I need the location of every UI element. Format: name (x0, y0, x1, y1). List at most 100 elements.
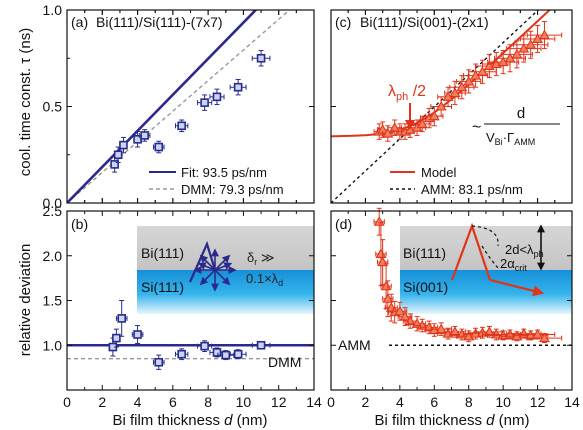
panel-d-data-points (373, 207, 563, 344)
panel-b-y-tick-label: 2.5 (43, 203, 63, 219)
panel-a-label: (a) (71, 14, 88, 30)
panel-d-y-ticks: 0 2 4 6 8 10 12 14 (327, 210, 580, 410)
panel-b-ratio-label: 0.1×λd (246, 271, 283, 288)
panel-d-si-label: Si(001) (403, 279, 448, 295)
panel-d-x-axis-label: Bi film thickness d (nm) (374, 412, 529, 429)
panel-b-x-tick-label: 12 (271, 394, 287, 410)
panel-b: Bi(111) Si(111) δr ≫ 0.1×λd 0 2 4 6 8 10 12 14 1… (17, 203, 322, 429)
panel-b-point-marker (154, 357, 164, 367)
panel-c-point-marker (525, 39, 537, 49)
panel-d-point-marker (435, 323, 447, 334)
panel-c-point-marker (539, 29, 550, 40)
panel-c-point-marker (477, 66, 488, 76)
legend-fit-label: Fit: 93.5 ps/nm (181, 165, 267, 180)
legend-model-label: Model (421, 165, 457, 180)
panel-a-point-marker (233, 82, 243, 92)
panel-a-point-marker (119, 140, 128, 150)
legend-dmm-label: DMM: 79.3 ps/nm (181, 182, 284, 197)
panel-d-point-marker (463, 330, 475, 341)
panel-d-point-marker (539, 332, 550, 343)
panel-c-x-ticks (330, 10, 573, 203)
panel-b-point-marker (177, 349, 186, 359)
panel-a-point-marker (256, 53, 266, 63)
panel-b-x-tick-label: 0 (63, 394, 71, 410)
panel-a-point-marker (140, 131, 149, 140)
panel-b-si-label: Si(111) (141, 279, 184, 295)
panel-b-x-tick-label: 4 (134, 394, 142, 410)
panel-d-point-marker (382, 293, 394, 303)
panel-a-data-points (110, 50, 271, 173)
panel-d-point-marker (449, 326, 461, 336)
panel-a-point-marker (113, 150, 123, 160)
scattered-ray (199, 254, 216, 271)
scattered-ray (197, 262, 216, 271)
panel-a-point-marker (212, 92, 222, 102)
panel-b-point-marker (200, 341, 209, 351)
formula-tilde: ~ (472, 119, 481, 136)
panel-d-x-tick-label: 6 (430, 394, 438, 410)
panel-c: (c) Bi(111)/Si(001)-(2x1) λph /2 ~ d VBi… (330, 9, 573, 204)
panel-d-point-marker (394, 305, 406, 316)
scattered-ray (214, 254, 231, 271)
panel-d-point-marker (373, 216, 385, 226)
panel-a-point-marker (133, 135, 142, 144)
panel-a-point-marker (110, 160, 119, 169)
panel-b-point-marker (133, 330, 142, 339)
panel-b-point-marker (112, 333, 121, 343)
panel-c-data-points (373, 21, 563, 142)
panel-b-point-marker (233, 349, 243, 359)
panel-a-point-marker (177, 121, 186, 131)
panel-d-x-tick-label: 0 (327, 394, 335, 410)
panel-b-data-points (108, 300, 271, 370)
panel-b-x-axis-label: Bi film thickness d (nm) (112, 412, 267, 429)
panel-d-point-marker (399, 310, 411, 321)
panel-c-point-marker (428, 110, 440, 121)
panel-b-y-tick-label: 1.5 (43, 293, 63, 309)
panel-a-fit-line (67, 10, 258, 203)
panel-d-x-tick-label: 10 (495, 394, 511, 410)
panel-b-x-tick-label: 14 (306, 394, 322, 410)
panel-d-condition-a: 2d<λph (505, 242, 544, 259)
panel-c-title: Bi(111)/Si(001)-(2x1) (360, 14, 489, 30)
panel-a-y-tick-label: 0.0 (43, 195, 63, 211)
panel-a-dmm-line (67, 10, 291, 203)
scattered-ray (214, 269, 231, 286)
panel-b-y-tick-label: 1.0 (43, 337, 63, 353)
panel-b-y-tick-label: 2.0 (43, 248, 63, 264)
panel-c-point-marker (449, 87, 461, 98)
legend-amm-label: AMM: 83.1 ps/nm (421, 182, 523, 197)
panel-a: 0.0 0.5 1.0 (a) Bi(111)/Si(111)-(7x7) cool… (17, 2, 315, 211)
panel-b-y-axis-label: relative deviation (17, 244, 34, 357)
specular-reflection-icon (450, 222, 545, 297)
panel-c-label: (c) (335, 14, 351, 30)
panel-c-point-marker (456, 81, 468, 92)
panel-c-point-marker (435, 100, 447, 111)
panel-c-point-marker (382, 127, 394, 138)
panel-d-label: (d) (335, 216, 352, 232)
panel-d-condition-b: 2αcrit (500, 256, 527, 273)
panel-d-x-tick-label: 4 (396, 394, 404, 410)
panel-a-point-marker (154, 142, 164, 152)
panel-b-x-tick-label: 8 (204, 394, 212, 410)
panel-b-dmm-label: DMM (268, 354, 301, 370)
scattered-ray (214, 262, 233, 271)
panel-a-x-ticks (66, 10, 315, 203)
shared-y-axis-label: cool. time const. τ (ns) (17, 28, 34, 176)
panel-a-fit-lines (67, 10, 291, 203)
panel-d-x-tick-label: 2 (362, 394, 370, 410)
scattered-ray (199, 269, 216, 286)
panel-b-x-tick-label: 2 (98, 394, 106, 410)
panel-c-point-marker (416, 118, 428, 128)
panel-b-x-tick-label: 6 (169, 394, 177, 410)
panel-d-point-marker (380, 280, 392, 291)
panel-d-x-tick-label: 8 (465, 394, 473, 410)
panel-b-label: (b) (71, 216, 88, 232)
panel-c-amm-line (331, 10, 540, 203)
panel-b-y-ticks: 0 2 4 6 8 10 12 14 1.0 1.5 2.0 2.5 (43, 203, 322, 410)
panel-d: Bi(111) Si(001) 2d<λph 2αcrit 0 2 4 6 8 10 12 1… (327, 207, 580, 429)
panel-b-reference-lines (67, 343, 314, 360)
panel-d-point-marker (375, 248, 387, 259)
diffuse-scattering-arrows-icon (188, 240, 237, 292)
panel-d-point-marker (404, 315, 416, 326)
